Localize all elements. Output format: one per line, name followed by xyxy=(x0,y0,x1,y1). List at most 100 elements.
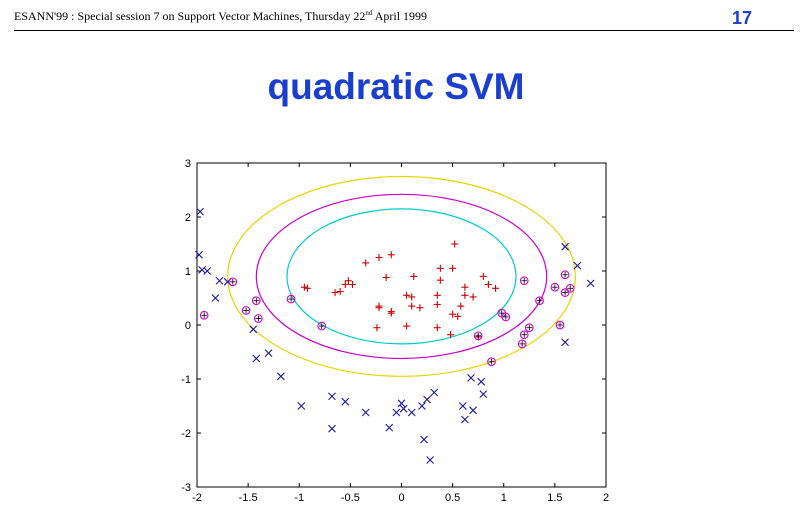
plus-marker xyxy=(433,291,441,299)
plus-marker xyxy=(479,272,487,280)
page-number: 17 xyxy=(731,8,752,28)
y-tick-label: 0 xyxy=(185,320,191,332)
support-vector-marker xyxy=(251,296,261,306)
x-marker xyxy=(297,402,306,410)
x-marker-b xyxy=(196,207,204,216)
plus-marker xyxy=(300,283,308,291)
x-marker xyxy=(196,207,204,216)
support-vector-circle xyxy=(228,277,238,287)
contour-line-1 xyxy=(255,193,548,360)
x-marker xyxy=(418,402,426,410)
plus-marker xyxy=(403,322,411,330)
support-vector-circle xyxy=(519,330,529,340)
x-marker xyxy=(252,354,261,363)
x-tick-label: 0.5 xyxy=(445,492,460,504)
x-marker xyxy=(420,435,428,444)
x-marker-b xyxy=(561,242,569,251)
x-marker xyxy=(586,279,595,288)
x-marker-b xyxy=(407,408,416,417)
x-marker xyxy=(328,392,336,401)
plus-marker xyxy=(436,276,444,284)
slide-title: quadratic SVM xyxy=(267,66,525,107)
support-vector-circle xyxy=(555,320,565,330)
support-vector-circle xyxy=(254,314,263,323)
x-marker-b xyxy=(397,399,406,408)
x-marker-b xyxy=(341,397,350,406)
support-vector-circle xyxy=(550,282,560,292)
y-tick-label: 2 xyxy=(185,212,191,224)
support-vector-marker xyxy=(317,321,327,331)
header-tail-text: April 1999 xyxy=(372,9,428,23)
plus-marker xyxy=(457,302,465,310)
x-tick-label: -1.5 xyxy=(239,492,258,504)
support-vector-circle xyxy=(524,323,534,333)
support-vector-marker xyxy=(487,357,496,367)
plus-marker xyxy=(403,291,411,299)
x-marker-b xyxy=(420,435,428,444)
x-marker-b xyxy=(385,423,394,432)
x-marker-b xyxy=(276,372,285,381)
x-marker xyxy=(249,325,258,334)
support-vector-circle xyxy=(286,294,296,304)
plus-marker xyxy=(362,259,370,267)
x-marker-b xyxy=(423,395,431,404)
plus-marker xyxy=(451,240,459,248)
support-vector-marker xyxy=(555,320,565,330)
x-marker-b xyxy=(426,456,435,464)
contour-line-2 xyxy=(286,208,517,345)
support-vector-circle xyxy=(487,357,496,367)
y-tick-label: 3 xyxy=(185,158,191,170)
support-vector-marker xyxy=(501,312,511,322)
x-marker xyxy=(341,397,350,406)
x-marker-b xyxy=(461,415,469,424)
x-marker-b xyxy=(328,424,336,433)
x-marker-b xyxy=(430,388,439,397)
x-marker xyxy=(397,399,406,408)
x-marker-b xyxy=(252,354,261,363)
plus-marker xyxy=(408,302,416,310)
x-marker xyxy=(215,276,224,285)
plus-marker xyxy=(454,312,462,320)
x-marker xyxy=(264,349,273,357)
x-tick-label: -2 xyxy=(192,492,202,504)
x-marker xyxy=(467,374,475,382)
x-marker xyxy=(328,424,336,433)
data-points xyxy=(195,207,595,464)
plus-marker xyxy=(387,251,395,259)
support-vector-circle xyxy=(560,270,570,280)
plus-marker xyxy=(375,254,383,261)
plus-marker xyxy=(461,283,469,291)
support-vector-circle xyxy=(560,288,570,297)
x-marker xyxy=(477,377,486,386)
support-vector-circle xyxy=(501,312,511,322)
x-marker xyxy=(361,408,370,417)
x-marker-b xyxy=(297,402,306,410)
x-marker xyxy=(211,294,220,302)
support-vector-marker xyxy=(524,323,534,333)
x-marker-b xyxy=(479,390,488,399)
plus-marker xyxy=(408,293,416,301)
y-tick-label: -2 xyxy=(181,428,191,440)
x-tick-label: -0.5 xyxy=(341,492,360,504)
support-vector-circle xyxy=(199,310,209,320)
x-tick-label: 1.5 xyxy=(547,492,562,504)
x-marker-b xyxy=(458,402,467,410)
support-vector-circle xyxy=(519,276,529,286)
x-marker xyxy=(399,404,408,413)
contour-line-0 xyxy=(227,175,576,377)
support-vector-marker xyxy=(254,314,263,323)
x-marker-b xyxy=(392,408,401,417)
plus-marker xyxy=(433,300,441,308)
plus-marker xyxy=(469,293,477,301)
support-vector-marker xyxy=(228,277,238,287)
plus-marker xyxy=(449,264,457,272)
y-tick-label: -3 xyxy=(181,482,191,494)
x-marker xyxy=(479,390,488,399)
x-marker-b xyxy=(418,402,426,410)
support-vector-marker xyxy=(517,339,527,349)
x-marker xyxy=(195,250,203,259)
x-marker xyxy=(469,406,477,415)
x-tick-label: 2 xyxy=(603,492,609,504)
x-marker xyxy=(203,267,212,275)
